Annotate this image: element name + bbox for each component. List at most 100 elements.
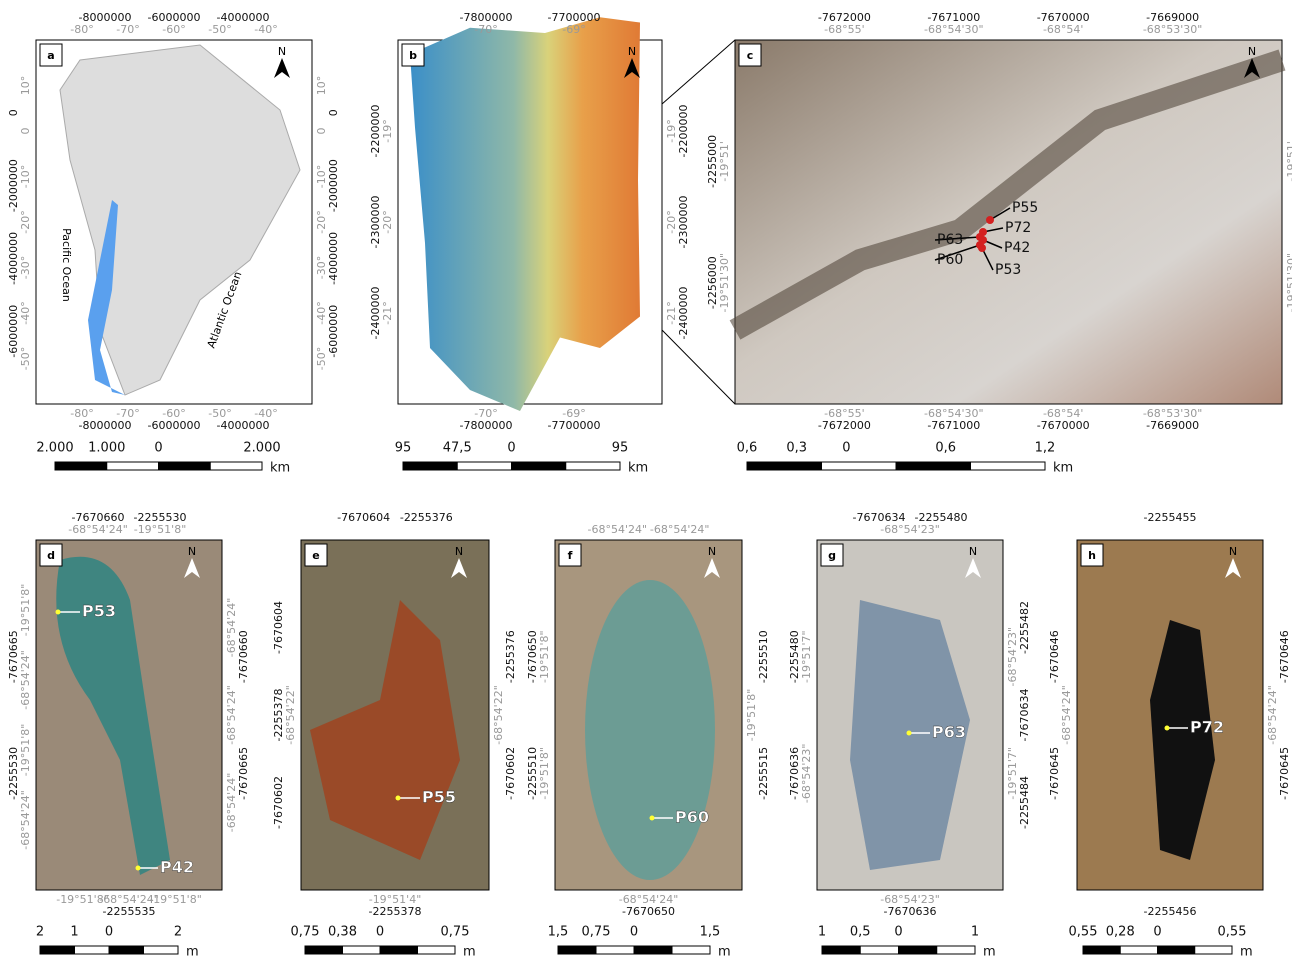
scale-unit: m bbox=[718, 945, 731, 960]
panel-letter: g bbox=[828, 549, 836, 562]
scale-label: 0 bbox=[154, 441, 162, 456]
coordinate-label: -7672000 bbox=[818, 419, 871, 432]
coordinate-label: -69° bbox=[562, 407, 585, 420]
scale-label: 0 bbox=[376, 925, 384, 940]
coordinate-label: -7671000 bbox=[927, 419, 980, 432]
coordinate-label: -30° bbox=[19, 256, 32, 279]
scale-label: 0 bbox=[894, 925, 902, 940]
coordinate-label: -60° bbox=[162, 407, 185, 420]
coordinate-label: -30° bbox=[315, 256, 328, 279]
coordinate-label: -7670636 bbox=[884, 905, 937, 918]
coordinate-label: 0 bbox=[7, 109, 20, 116]
scale-label: 95 bbox=[395, 441, 412, 456]
coordinate-label: -7670665 bbox=[237, 747, 250, 800]
panel-letter: e bbox=[312, 549, 319, 562]
coordinate-label: -20° bbox=[315, 210, 328, 233]
coordinate-label: -19°51'8" bbox=[134, 523, 187, 536]
coordinate-label: -68°54'24" bbox=[19, 790, 32, 850]
coordinate-label: -68°54'23" bbox=[800, 744, 813, 804]
coordinate-label: -19°51'8" bbox=[538, 747, 551, 800]
panel-letter: c bbox=[747, 49, 754, 62]
scale-unit: km bbox=[628, 461, 648, 476]
scale-label: 0 bbox=[842, 441, 850, 456]
sample-point bbox=[907, 731, 912, 736]
scale-label: 0,75 bbox=[582, 925, 611, 940]
scale-label: 0,5 bbox=[850, 925, 871, 940]
scale-bar-segment bbox=[109, 946, 144, 954]
scale-unit: km bbox=[270, 461, 290, 476]
coordinate-label: -19°51' bbox=[718, 141, 731, 182]
coordinate-label: -50° bbox=[315, 347, 328, 370]
coordinate-label: -2400000 bbox=[677, 287, 690, 340]
coordinate-label: -19°51'8" bbox=[538, 630, 551, 683]
coordinate-label: -19°51' bbox=[1285, 141, 1292, 182]
coordinate-label: -19°51'8" bbox=[745, 689, 758, 742]
scale-bar-segment bbox=[1120, 946, 1157, 954]
coordinate-label: -68°55' bbox=[824, 23, 865, 36]
coordinate-label: -19°51'30" bbox=[718, 253, 731, 313]
coordinate-label: -2255484 bbox=[1018, 776, 1031, 829]
scale-bar-segment bbox=[860, 946, 898, 954]
coordinate-label: -40° bbox=[254, 23, 277, 36]
scale-bar-segment bbox=[566, 462, 620, 470]
scale-label: 2.000 bbox=[36, 441, 73, 456]
scale-bar-segment bbox=[457, 462, 511, 470]
coordinate-label: 0 bbox=[315, 128, 328, 135]
coordinate-label: -19°51'30" bbox=[1285, 253, 1292, 313]
scale-label: 0,3 bbox=[786, 441, 807, 456]
north-label: N bbox=[278, 45, 286, 58]
coordinate-label: -6000000 bbox=[327, 305, 340, 358]
coordinate-label: -19°51'7" bbox=[800, 630, 813, 683]
scale-label: 1 bbox=[70, 925, 78, 940]
coordinate-label: -20° bbox=[381, 210, 394, 233]
scale-bar-segment bbox=[1195, 946, 1232, 954]
scale-bar-segment bbox=[822, 946, 860, 954]
coordinate-label: -7670646 bbox=[1048, 630, 1061, 683]
coordinate-label: -19°51'8" bbox=[149, 893, 202, 906]
sample-point bbox=[56, 610, 61, 615]
sample-point bbox=[650, 816, 655, 821]
coordinate-label: -68°55' bbox=[824, 407, 865, 420]
scale-label: 1,2 bbox=[1035, 441, 1056, 456]
coordinate-label: -19°51'4" bbox=[369, 893, 422, 906]
north-label: N bbox=[1248, 45, 1256, 58]
coordinate-label: -7700000 bbox=[548, 419, 601, 432]
coordinate-label: -7670634 bbox=[1018, 689, 1031, 742]
scale-bar-segment bbox=[343, 946, 381, 954]
coordinate-label: -2000000 bbox=[327, 159, 340, 212]
sample-point bbox=[1165, 726, 1170, 731]
coordinate-label: -40° bbox=[315, 301, 328, 324]
scale-bar-segment bbox=[747, 462, 822, 470]
scale-bar-segment bbox=[305, 946, 343, 954]
coordinate-label: -21° bbox=[381, 301, 394, 324]
coordinate-label: 0 bbox=[19, 128, 32, 135]
coordinate-label: -68°53'30" bbox=[1143, 23, 1203, 36]
coordinate-label: -2200000 bbox=[677, 105, 690, 158]
scale-unit: km bbox=[1053, 461, 1073, 476]
point-label: P53 bbox=[995, 262, 1021, 278]
coordinate-label: -21° bbox=[665, 301, 678, 324]
scale-label: 2.000 bbox=[243, 441, 280, 456]
scale-label: 0 bbox=[507, 441, 515, 456]
scale-bar-segment bbox=[558, 946, 596, 954]
coordinate-label: -20° bbox=[665, 210, 678, 233]
coordinate-label: -2300000 bbox=[677, 196, 690, 249]
scale-bar-segment bbox=[210, 462, 262, 470]
coordinate-label: -50° bbox=[208, 23, 231, 36]
coordinate-label: -7670646 bbox=[1278, 630, 1291, 683]
point-label: P42 bbox=[1004, 240, 1030, 256]
coordinate-label: -7670604 bbox=[272, 601, 285, 654]
north-label: N bbox=[1229, 545, 1237, 558]
coordinate-label: -70° bbox=[474, 23, 497, 36]
coordinate-label: -7670645 bbox=[1048, 747, 1061, 800]
coordinate-label: -10° bbox=[19, 165, 32, 188]
scale-label: 0 bbox=[630, 925, 638, 940]
scale-bar-segment bbox=[55, 462, 107, 470]
coordinate-label: -7669000 bbox=[1146, 419, 1199, 432]
coordinate-label: -7800000 bbox=[460, 419, 513, 432]
coordinate-label: -68°54'24" bbox=[225, 685, 238, 745]
coordinate-label: -70° bbox=[116, 23, 139, 36]
coordinate-label: -4000000 bbox=[327, 232, 340, 285]
coordinate-label: -68°54'24" bbox=[1266, 685, 1279, 745]
sample-point bbox=[986, 216, 994, 224]
